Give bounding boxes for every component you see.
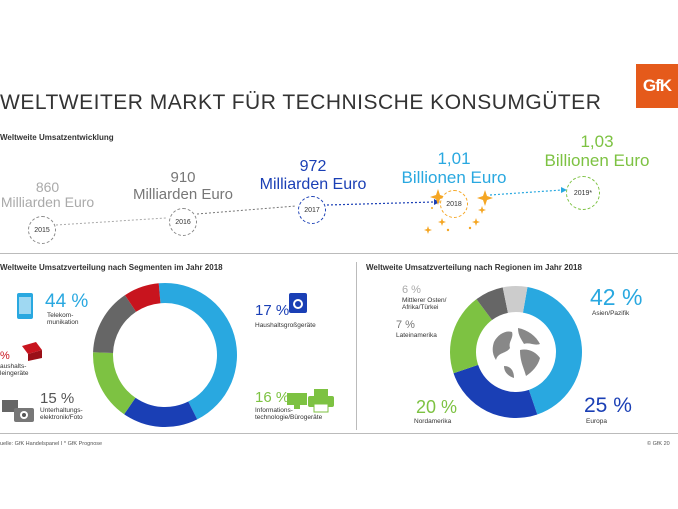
gfk-logo: GfK (636, 64, 678, 108)
toaster-icon (22, 342, 42, 361)
timeline-unit: Milliarden Euro (259, 175, 367, 193)
segment-slice-2 (93, 352, 136, 415)
timeline-unit: Billionen Euro (401, 167, 507, 187)
region-slice-0 (522, 287, 582, 415)
arrow-2019 (561, 187, 567, 193)
sparkle-icon (424, 226, 432, 234)
timeline-value: 910 (170, 169, 196, 186)
timeline-point-2019: 1,03 Billionen Euro (522, 132, 672, 170)
segment-pct-it: 16 % (255, 389, 290, 406)
region-label-asien: Asien/Pazifik (592, 310, 630, 317)
footer-copyright: © GfK 20 (647, 441, 670, 447)
year-badge-2019: 2019* (566, 176, 600, 210)
vertical-divider (356, 262, 357, 430)
year-badge-2018: 2018 (440, 190, 468, 218)
region-pct-asien: 42 % (590, 284, 643, 310)
sparkle-icon (477, 190, 493, 206)
connector-2018-2019 (489, 189, 563, 196)
timeline-point-2016: 910 Milliarden Euro (128, 169, 238, 203)
segment-slice-0 (158, 283, 238, 420)
segment-slice-4 (124, 283, 161, 312)
segment-label-haushaltsklein: aushalts- leingeräte (0, 363, 29, 378)
sparkle-icons (424, 189, 493, 234)
connector-2015-2016 (55, 217, 167, 226)
year-badge-2016: 2016 (169, 208, 197, 236)
printer-icon (308, 389, 334, 413)
segment-slice-1 (124, 397, 198, 427)
segments-title: Weltweite Umsatzverteilung nach Segmente… (0, 263, 223, 272)
region-slice-4 (502, 286, 528, 313)
sparkle-icon (468, 226, 472, 230)
connector-2016-2017 (196, 205, 297, 215)
sparkle-icon (472, 218, 480, 226)
timeline-title: Weltweite Umsatzentwicklung (0, 133, 114, 142)
timeline-point-2018: 1,01 Billionen Euro (398, 149, 510, 187)
regions-title: Weltweite Umsatzverteilung nach Regionen… (366, 263, 582, 272)
regions-donut-chart (450, 286, 582, 418)
segments-donut-chart (93, 283, 238, 427)
segment-slice-3 (93, 295, 137, 354)
section-divider (0, 253, 678, 254)
timeline-value: 1,03 (580, 132, 614, 151)
timeline-unit: Milliarden Euro (132, 185, 234, 203)
region-slice-2 (450, 299, 493, 374)
page-title: WELTWEITER MARKT FÜR TECHNISCHE KONSUMGÜ… (0, 91, 602, 114)
timeline-point-2017: 972 Milliarden Euro (254, 158, 372, 193)
timeline-unit: Billionen Euro (544, 150, 650, 170)
segment-label-haushaltsgross: Haushaltsgroßgeräte (255, 322, 316, 329)
sparkle-icon (430, 189, 446, 205)
globe-icon (486, 322, 546, 382)
sparkle-icon (438, 218, 446, 226)
segment-label-it: Informations- technologie/Bürogeräte (255, 407, 323, 422)
footer-source: uelle: GfK Handelspanel I * GfK Prognose (0, 441, 103, 447)
segment-pct-telekom: 44 % (45, 291, 89, 312)
region-pct-nordamerika: 20 % (416, 397, 458, 417)
region-label-europa: Europa (586, 418, 607, 425)
year-badge-2017: 2017 (298, 196, 326, 224)
segment-label-ue: Unterhaltungs- elektronik/Foto (40, 407, 83, 422)
timeline-value: 1,01 (437, 149, 471, 168)
region-label-lateinamerika: Lateinamerika (396, 332, 437, 339)
sparkle-icon (478, 206, 486, 214)
segment-pct-haushaltsgross: 17 % (255, 302, 290, 319)
washing-machine-icon (289, 293, 307, 313)
segment-label-telekom: Telekom- munikation (47, 312, 79, 327)
region-slice-1 (453, 364, 538, 418)
region-pct-europa: 25 % (584, 394, 632, 417)
sparkle-icon (431, 207, 433, 209)
sparkle-icon (446, 228, 450, 232)
region-label-mittlerer-osten: Mittlerer Osten/ Afrika/Türkei (402, 297, 447, 312)
camera-radio-icon (2, 400, 34, 422)
timeline-connectors (55, 187, 567, 234)
year-badge-2015: 2015 (28, 216, 56, 244)
region-pct-mittlerer-osten: 6 % (402, 284, 421, 296)
timeline-value: 972 (299, 158, 327, 175)
region-slice-3 (476, 287, 508, 320)
region-label-nordamerika: Nordamerika (414, 418, 452, 425)
connector-2017-2018 (326, 201, 435, 206)
timeline-point-2015: 860 Milliarden Euro (0, 179, 95, 211)
region-pct-lateinamerika: 7 % (396, 319, 415, 331)
segment-pct-haushaltsklein: % (0, 350, 10, 362)
segment-pct-ue: 15 % (40, 390, 75, 407)
footer-divider (0, 433, 678, 434)
timeline-unit: Milliarden Euro (0, 194, 95, 211)
smartphone-icon (17, 293, 33, 319)
monitor-icon (287, 393, 307, 409)
timeline-value: 860 (35, 179, 60, 195)
